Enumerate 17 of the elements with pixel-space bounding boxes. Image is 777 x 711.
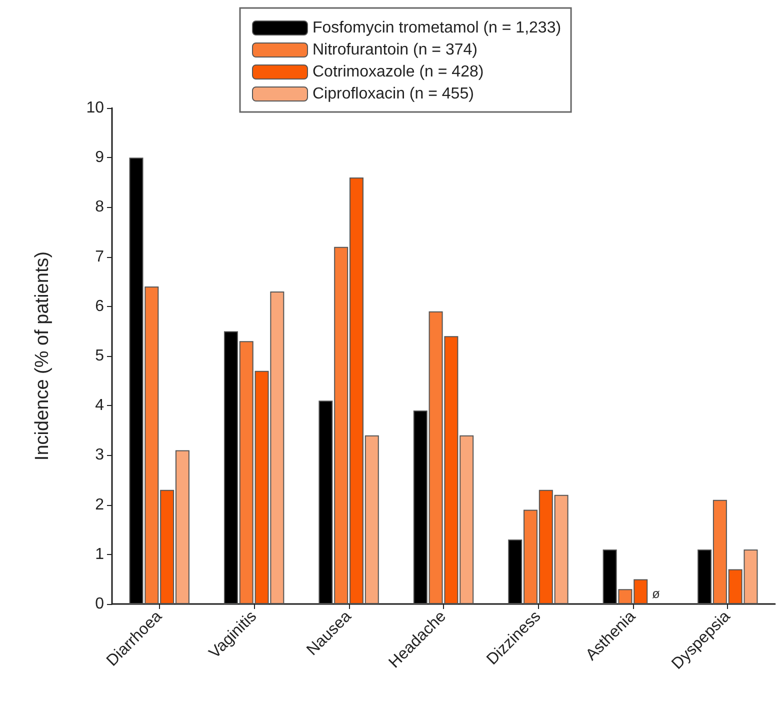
y-tick-label: 6 [95,298,104,315]
y-axis-title: Incidence (% of patients) [32,251,53,461]
y-tick-label: 10 [86,100,104,116]
y-tick-label: 5 [95,348,104,364]
legend-label: Ciprofloxacin (n = 455) [312,86,474,102]
y-tick-label: 8 [95,198,104,216]
legend-label: Nitrofurantoin (n = 374) [312,42,478,58]
y-tick-label: 2 [95,496,104,514]
y-tick-label: 1 [95,546,104,563]
y-tick-label: 3 [95,446,104,464]
legend-label: Fosfomycin trometamol (n = 1,233) [312,20,562,36]
y-tick-label: 7 [95,248,104,266]
y-tick-label: 9 [95,149,104,166]
legend-label: Cotrimoxazole (n = 428) [312,64,484,80]
annotation: ø [652,586,660,601]
y-tick-label: 0 [95,596,104,612]
y-tick-label: 4 [95,397,104,414]
